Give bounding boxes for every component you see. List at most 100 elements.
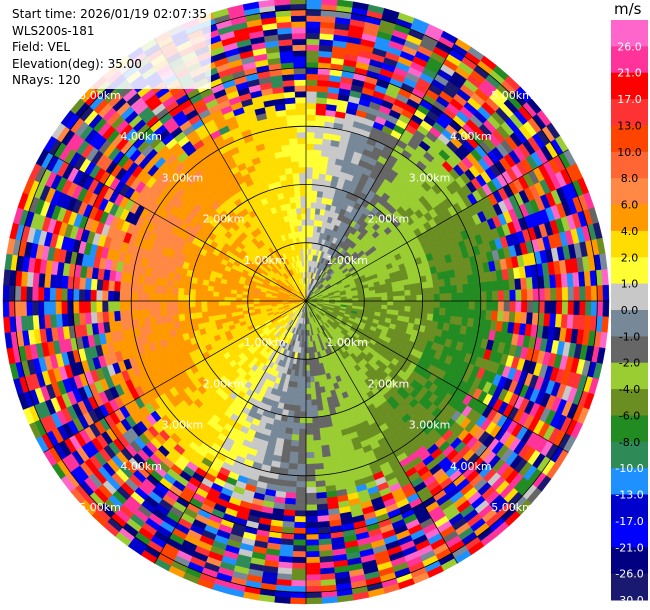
velocity-gate	[43, 300, 51, 315]
velocity-gate	[130, 300, 138, 311]
velocity-gate	[283, 509, 296, 517]
velocity-gate	[305, 358, 310, 366]
velocity-gate	[305, 481, 317, 488]
velocity-gate	[415, 306, 423, 314]
velocity-gate	[561, 300, 569, 315]
velocity-gate	[72, 288, 80, 302]
velocity-gate	[520, 277, 528, 290]
velocity-gate	[596, 285, 604, 302]
velocity-gate	[160, 293, 167, 302]
velocity-gate	[195, 306, 202, 313]
velocity-gate	[305, 591, 322, 599]
velocity-gate	[66, 288, 74, 302]
velocity-gate	[305, 364, 310, 372]
velocity-gate	[101, 300, 109, 312]
velocity-gate	[113, 310, 121, 322]
velocity-gate	[310, 399, 318, 406]
velocity-gate	[305, 533, 319, 541]
velocity-gate	[316, 97, 328, 105]
velocity-gate	[113, 290, 121, 302]
velocity-gate	[515, 289, 522, 302]
velocity-gate	[561, 287, 569, 302]
velocity-gate	[183, 306, 191, 315]
velocity-gate	[508, 311, 516, 324]
velocity-gate	[305, 201, 312, 209]
velocity-gate	[315, 480, 326, 488]
velocity-gate	[284, 497, 296, 505]
velocity-gate	[299, 405, 307, 412]
velocity-gate	[480, 300, 487, 311]
velocity-gate	[305, 597, 323, 605]
velocity-gate	[310, 196, 318, 203]
velocity-gate	[573, 300, 581, 316]
velocity-gate	[274, 596, 291, 604]
velocity-gate	[496, 280, 505, 292]
velocity-gate	[142, 300, 150, 310]
velocity-gate	[177, 287, 185, 295]
velocity-gate	[195, 289, 202, 296]
velocity-gate	[212, 291, 220, 297]
velocity-gate	[601, 316, 609, 333]
velocity-gate	[305, 457, 315, 465]
velocity-gate	[538, 288, 546, 302]
velocity-gate	[142, 283, 150, 294]
velocity-gate	[230, 296, 237, 302]
velocity-gate	[450, 284, 458, 294]
velocity-gate	[392, 305, 400, 311]
velocity-gate	[305, 178, 313, 185]
velocity-gate	[305, 44, 320, 52]
velocity-gate	[305, 56, 320, 63]
velocity-gate	[314, 387, 321, 394]
velocity-gate	[290, 439, 299, 447]
velocity-gate	[300, 393, 307, 401]
velocity-gate	[201, 289, 208, 297]
velocity-gate	[102, 311, 110, 323]
velocity-gate	[445, 300, 452, 309]
velocity-gate	[456, 308, 464, 318]
velocity-gate	[309, 370, 315, 377]
velocity-gate	[319, 167, 328, 175]
velocity-gate	[293, 521, 307, 529]
velocity-gate	[456, 284, 464, 294]
velocity-gate	[496, 310, 505, 322]
velocity-gate	[317, 520, 331, 529]
velocity-gate	[346, 298, 353, 302]
velocity-gate	[509, 300, 517, 313]
velocity-gate	[525, 276, 534, 290]
velocity-gate	[171, 300, 179, 309]
velocity-gate	[148, 308, 156, 318]
velocity-gate	[451, 300, 458, 310]
velocity-gate	[285, 486, 297, 494]
velocity-gate	[416, 300, 423, 308]
velocity-gate	[61, 287, 68, 302]
velocity-gate	[294, 405, 301, 412]
velocity-gate	[375, 300, 383, 306]
velocity-gate	[392, 286, 399, 293]
velocity-gate	[387, 296, 394, 302]
velocity-gate	[166, 307, 173, 316]
velocity-gate	[387, 300, 394, 306]
velocity-gate	[305, 527, 319, 535]
velocity-gate	[508, 278, 516, 291]
velocity-gate	[310, 201, 317, 209]
velocity-gate	[305, 137, 315, 145]
velocity-gate	[312, 434, 321, 441]
velocity-gate	[206, 300, 214, 307]
velocity-gate	[178, 313, 186, 322]
velocity-gate	[235, 300, 243, 305]
velocity-gate	[305, 550, 320, 558]
velocity-gate	[305, 184, 313, 191]
velocity-gate	[136, 291, 144, 302]
velocity-gate	[485, 310, 493, 321]
velocity-gate	[305, 3, 322, 11]
velocity-gate	[305, 440, 314, 447]
velocity-gate	[2, 284, 10, 302]
velocity-gate	[433, 300, 441, 309]
velocity-gate	[148, 284, 156, 294]
velocity-gate	[497, 300, 505, 312]
velocity-gate	[218, 309, 226, 315]
velocity-gate	[213, 309, 220, 316]
velocity-gate	[3, 269, 11, 286]
velocity-gate	[433, 286, 441, 295]
velocity-gate	[96, 278, 104, 291]
